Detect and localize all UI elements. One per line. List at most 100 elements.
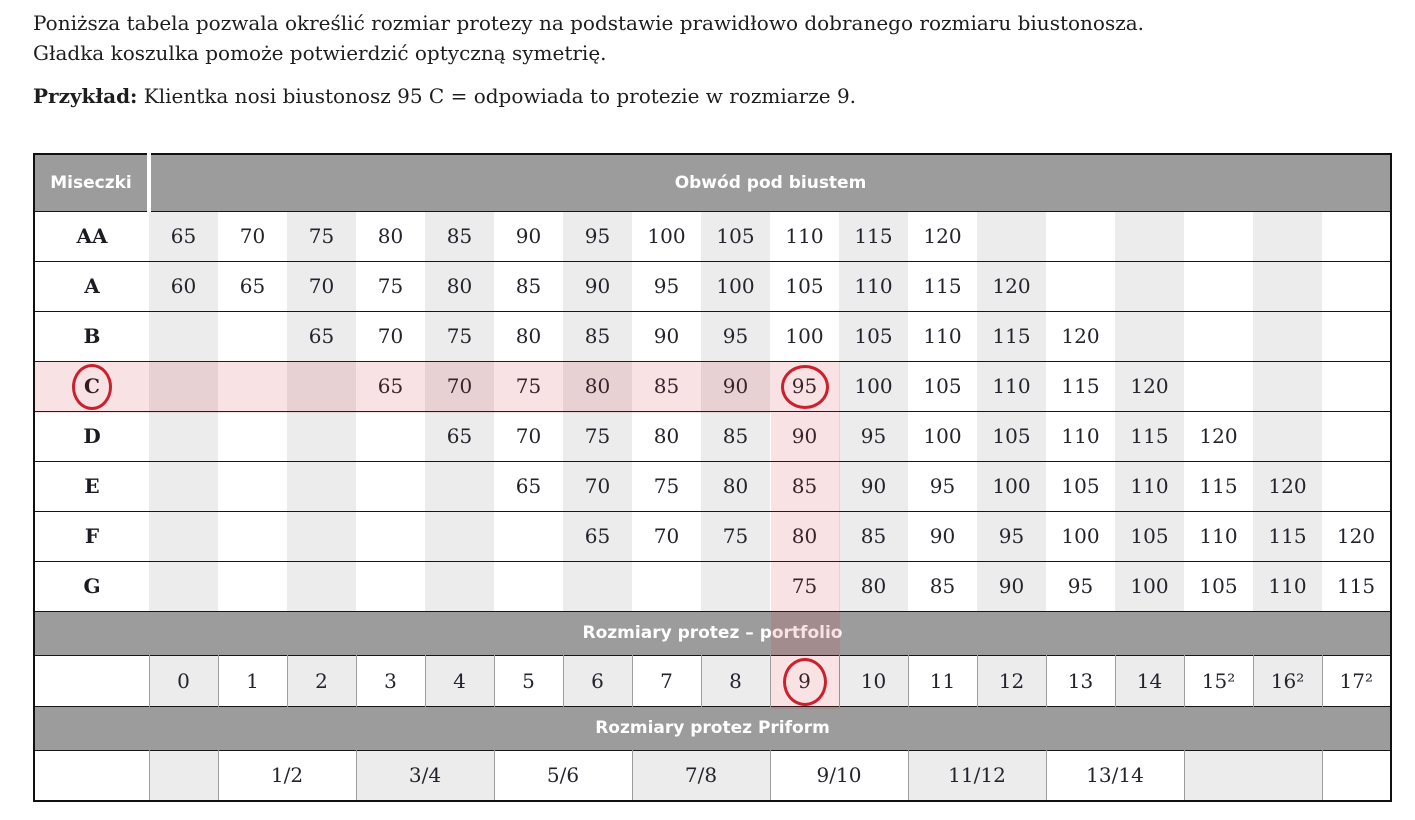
size-cell (1046, 261, 1115, 311)
size-cell (149, 511, 218, 561)
size-cell: 105 (785, 274, 824, 298)
size-cell (1322, 211, 1391, 261)
size-cell: 85 (839, 511, 908, 561)
size-cell: 100 (923, 424, 962, 448)
priform-size-cell (1321, 750, 1392, 801)
underbust-header-cell: Obwód pod biustem (149, 154, 1391, 211)
size-cell: 70 (287, 261, 356, 311)
intro-line-2: Gładka koszulka pomoże potwierdzić optyc… (33, 41, 607, 65)
size-cell (701, 561, 770, 611)
size-cell: 110 (785, 224, 824, 248)
priform-row-body: 1/2 3/4 5/6 7/8 9/10 11/12 13/14 (34, 750, 1392, 801)
size-cell: 80 (839, 561, 908, 611)
size-cell: 115 (839, 211, 908, 261)
size-cell: 85 (701, 411, 770, 461)
size-table: Miseczki Obwód pod biustem AA 65 70 75 80 85 9… (33, 153, 1392, 802)
size-cell (1115, 311, 1184, 361)
size-cell: 95 (653, 274, 680, 298)
size-cell: 70 (239, 224, 266, 248)
size-cell (218, 361, 287, 411)
size-cell: 115 (1253, 511, 1322, 561)
size-cell (1253, 411, 1322, 461)
example-label: Przykład: (33, 84, 138, 108)
size-cell: 80 (563, 361, 632, 411)
size-cell (1253, 311, 1322, 361)
size-cell: 90 (791, 424, 818, 448)
size-cell: 65 (239, 274, 266, 298)
priform-band-row: Rozmiary protez Priform (34, 706, 1391, 750)
size-cell (356, 411, 425, 461)
portfolio-size-cell: 16² (1252, 655, 1323, 706)
priform-size-cell: 1/2 (217, 750, 357, 801)
priform-size-cell: 5/6 (493, 750, 633, 801)
size-cell: 90 (839, 461, 908, 511)
size-cell: 90 (515, 224, 542, 248)
portfolio-size-cell: 12 (976, 655, 1047, 706)
priform-size-row: 1/2 3/4 5/6 7/8 9/10 11/12 13/14 (34, 750, 1392, 801)
size-cell: 95 (791, 374, 818, 398)
size-cell: 115 (923, 274, 962, 298)
cup-label-cell: A (34, 261, 149, 311)
size-cell: 115 (1061, 374, 1100, 398)
size-cell (1253, 361, 1322, 411)
size-cell: 75 (701, 511, 770, 561)
priform-size-cell: 7/8 (631, 750, 771, 801)
size-cell: 65 (149, 211, 218, 261)
cup-label-cell: C (34, 361, 149, 411)
cup-row-E: E 65 70 75 80 85 90 95 100 105 110 115 120 (34, 461, 1391, 511)
cup-label-cell: AA (34, 211, 149, 261)
portfolio-band-label: Rozmiary protez – portfolio (34, 611, 1391, 655)
size-cell (356, 561, 425, 611)
size-cell: 120 (923, 224, 962, 248)
size-cell (356, 511, 425, 561)
size-cell (149, 561, 218, 611)
portfolio-row-body: 0 1 2 3 4 5 6 7 8 9 10 11 12 13 14 15² 16² 17² (34, 655, 1392, 706)
size-cell (563, 561, 632, 611)
size-cell: 115 (1199, 474, 1238, 498)
size-cell: 105 (839, 311, 908, 361)
portfolio-size-cell: 2 (286, 655, 357, 706)
cup-rows-body: AA 65 70 75 80 85 90 95 100 105 110 115 120 A 60 65 70 75… (34, 211, 1391, 611)
size-cell: 110 (1115, 461, 1184, 511)
portfolio-size-cell: 6 (562, 655, 633, 706)
portfolio-size-cell: 4 (424, 655, 495, 706)
size-cell (287, 411, 356, 461)
size-cell (218, 511, 287, 561)
portfolio-size-cell: 3 (355, 655, 426, 706)
size-cell: 105 (977, 411, 1046, 461)
portfolio-row-label-cell (34, 655, 150, 706)
size-cell: 105 (1115, 511, 1184, 561)
size-cell (356, 461, 425, 511)
size-cell: 65 (563, 511, 632, 561)
size-cell: 80 (425, 261, 494, 311)
portfolio-size-cell: 8 (700, 655, 771, 706)
cup-label-cell: G (34, 561, 149, 611)
size-cell: 110 (1199, 524, 1238, 548)
size-cell: 80 (701, 461, 770, 511)
size-cell: 100 (701, 261, 770, 311)
size-cell: 95 (563, 211, 632, 261)
size-cell (1253, 261, 1322, 311)
size-cell (287, 461, 356, 511)
size-cell: 80 (515, 324, 542, 348)
intro-line-1: Poniższa tabela pozwala określić rozmiar… (33, 11, 1145, 35)
cup-label-cell: B (34, 311, 149, 361)
size-cell (1115, 211, 1184, 261)
size-cell (149, 461, 218, 511)
size-cell (218, 311, 287, 361)
size-cell: 115 (1115, 411, 1184, 461)
size-cell: 120 (1253, 461, 1322, 511)
size-cell: 120 (1115, 361, 1184, 411)
size-cell: 120 (977, 261, 1046, 311)
size-cell (149, 411, 218, 461)
priform-size-cell: 9/10 (769, 750, 909, 801)
size-cell (494, 511, 563, 561)
portfolio-size-cell: 5 (493, 655, 564, 706)
size-cell (1184, 211, 1253, 261)
size-cell (1322, 411, 1391, 461)
size-cell: 105 (1061, 474, 1100, 498)
size-cell (1115, 261, 1184, 311)
size-cell: 95 (977, 511, 1046, 561)
priform-size-cell: 3/4 (355, 750, 495, 801)
size-cell: 80 (653, 424, 680, 448)
